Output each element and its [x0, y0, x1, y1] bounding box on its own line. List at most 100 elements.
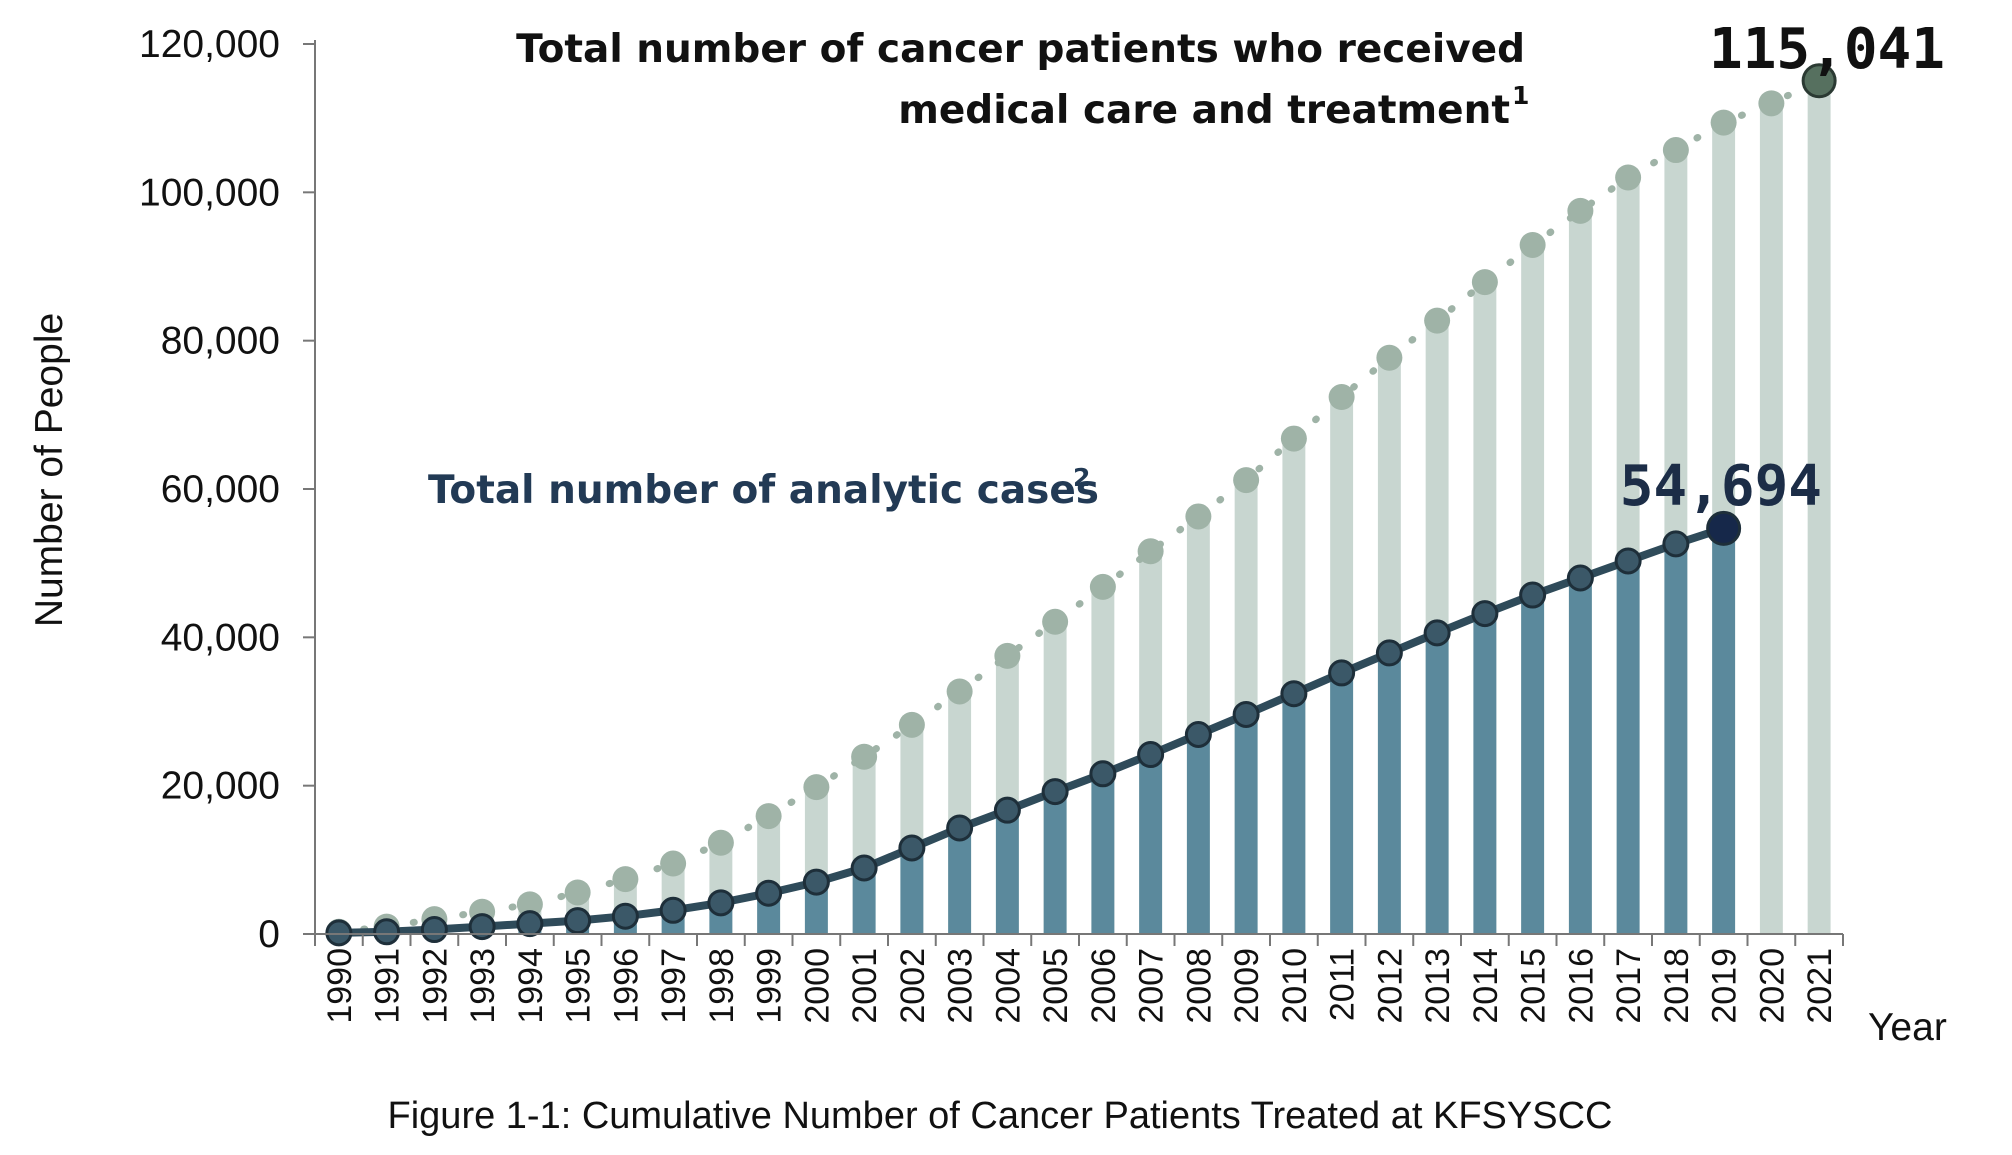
total-series-footnote-mark: 1 — [1512, 81, 1529, 110]
x-tick-label: 2005 — [1037, 948, 1075, 1024]
point-total-2001 — [851, 743, 878, 770]
point-analytic-1994 — [516, 910, 544, 938]
point-total-2007 — [1137, 538, 1164, 565]
bar-total-2021 — [1807, 80, 1831, 935]
point-analytic-1990 — [325, 919, 353, 947]
total-series-label-line1: Total number of cancer patients who rece… — [516, 27, 1525, 72]
bar-analytic-2010 — [1282, 693, 1306, 934]
analytic-series-label: Total number of analytic cases — [428, 468, 1099, 513]
point-analytic-2004 — [993, 796, 1021, 824]
point-analytic-1998 — [707, 889, 735, 917]
y-axis-label: Number of People — [28, 313, 71, 627]
point-analytic-2011 — [1328, 659, 1356, 687]
point-total-1994 — [516, 891, 543, 918]
point-analytic-2010 — [1280, 680, 1308, 708]
point-total-2021 — [1801, 63, 1837, 99]
x-tick-label: 2016 — [1562, 948, 1600, 1024]
point-analytic-2007 — [1137, 741, 1165, 769]
point-analytic-2019 — [1706, 510, 1742, 546]
point-total-1995 — [564, 879, 591, 906]
point-analytic-2013 — [1423, 619, 1451, 647]
x-tick-label: 2004 — [989, 948, 1027, 1024]
point-total-2019 — [1710, 109, 1737, 136]
x-tick-label: 1998 — [703, 948, 741, 1024]
x-tick-label: 2006 — [1085, 948, 1123, 1024]
point-analytic-2000 — [802, 868, 830, 896]
x-tick-label: 2003 — [942, 948, 980, 1024]
y-tick-label: 100,000 — [139, 171, 280, 214]
x-tick-label: 1997 — [655, 948, 693, 1024]
point-analytic-1996 — [611, 902, 639, 930]
bar-analytic-2016 — [1568, 578, 1592, 934]
x-tick-label: 2009 — [1228, 948, 1266, 1024]
bar-analytic-2019 — [1712, 528, 1736, 934]
point-total-2000 — [803, 774, 830, 801]
x-tick-label: 1990 — [321, 948, 359, 1024]
x-tick-label: 2000 — [798, 948, 836, 1024]
point-total-1998 — [707, 829, 734, 856]
point-analytic-2008 — [1184, 720, 1212, 748]
x-tick-label: 2010 — [1276, 948, 1314, 1024]
x-tick-label: 1991 — [369, 948, 407, 1024]
point-analytic-2005 — [1041, 778, 1069, 806]
bar-analytic-2000 — [804, 882, 828, 934]
point-analytic-2017 — [1614, 547, 1642, 575]
analytic-series-footnote-mark: 2 — [1073, 463, 1090, 492]
x-tick-label: 1992 — [416, 948, 454, 1024]
point-total-2010 — [1280, 425, 1307, 452]
point-analytic-2001 — [850, 854, 878, 882]
x-tick-label: 2018 — [1658, 948, 1696, 1024]
y-tick-label: 60,000 — [161, 468, 280, 511]
point-total-2005 — [1042, 608, 1069, 635]
point-analytic-2002 — [898, 834, 926, 862]
point-total-2017 — [1615, 164, 1642, 191]
y-tick-label: 80,000 — [161, 320, 280, 363]
bar-analytic-2014 — [1473, 613, 1497, 934]
x-axis-label: Year — [1868, 1006, 1947, 1049]
point-analytic-1997 — [659, 896, 687, 924]
bar-analytic-2006 — [1091, 773, 1115, 934]
point-total-2002 — [898, 711, 925, 738]
x-tick-label: 2021 — [1801, 948, 1839, 1024]
point-total-2008 — [1185, 503, 1212, 530]
x-tick-label: 1993 — [464, 948, 502, 1024]
point-analytic-1995 — [564, 907, 592, 935]
bar-total-2020 — [1759, 103, 1783, 935]
bar-analytic-2013 — [1425, 632, 1449, 934]
x-tick-label: 2001 — [846, 948, 884, 1024]
point-analytic-2014 — [1471, 600, 1499, 628]
bar-analytic-2018 — [1664, 543, 1688, 934]
point-total-2011 — [1328, 384, 1355, 411]
bar-analytic-2008 — [1186, 734, 1210, 934]
point-total-2004 — [994, 642, 1021, 669]
y-tick-label: 40,000 — [161, 616, 280, 659]
y-tick-label: 120,000 — [139, 23, 280, 66]
bar-analytic-2003 — [948, 827, 972, 934]
point-total-2015 — [1519, 231, 1546, 258]
point-total-1999 — [755, 803, 782, 830]
bar-analytic-2015 — [1521, 595, 1545, 934]
bar-analytic-2009 — [1234, 714, 1258, 934]
x-tick-label: 2019 — [1706, 948, 1744, 1024]
x-axis-ticks: 1990 1991 1992 1993 1994 1995 1996 1997 1998 1999… — [314, 934, 1844, 1024]
bar-analytic-2007 — [1139, 754, 1163, 934]
y-axis-ticks: 0 20,000 40,000 60,000 80,000 100,000 120,000 — [139, 23, 315, 956]
point-total-2012 — [1376, 344, 1403, 371]
bar-analytic-2004 — [995, 810, 1019, 934]
x-tick-label: 1999 — [751, 948, 789, 1024]
x-tick-label: 1994 — [512, 948, 550, 1024]
point-total-1996 — [612, 866, 639, 893]
point-total-2014 — [1471, 269, 1498, 296]
point-analytic-2012 — [1375, 639, 1403, 667]
x-tick-label: 2014 — [1467, 948, 1505, 1024]
x-tick-label: 2015 — [1515, 948, 1553, 1024]
bar-analytic-2001 — [852, 867, 876, 934]
x-tick-label: 2013 — [1419, 948, 1457, 1024]
analytic-cases-line — [338, 524, 1725, 937]
x-tick-label: 1996 — [607, 948, 645, 1024]
x-tick-label: 2002 — [894, 948, 932, 1024]
bar-analytic-2017 — [1616, 560, 1640, 934]
y-tick-label: 0 — [258, 913, 280, 956]
point-analytic-2006 — [1089, 760, 1117, 788]
